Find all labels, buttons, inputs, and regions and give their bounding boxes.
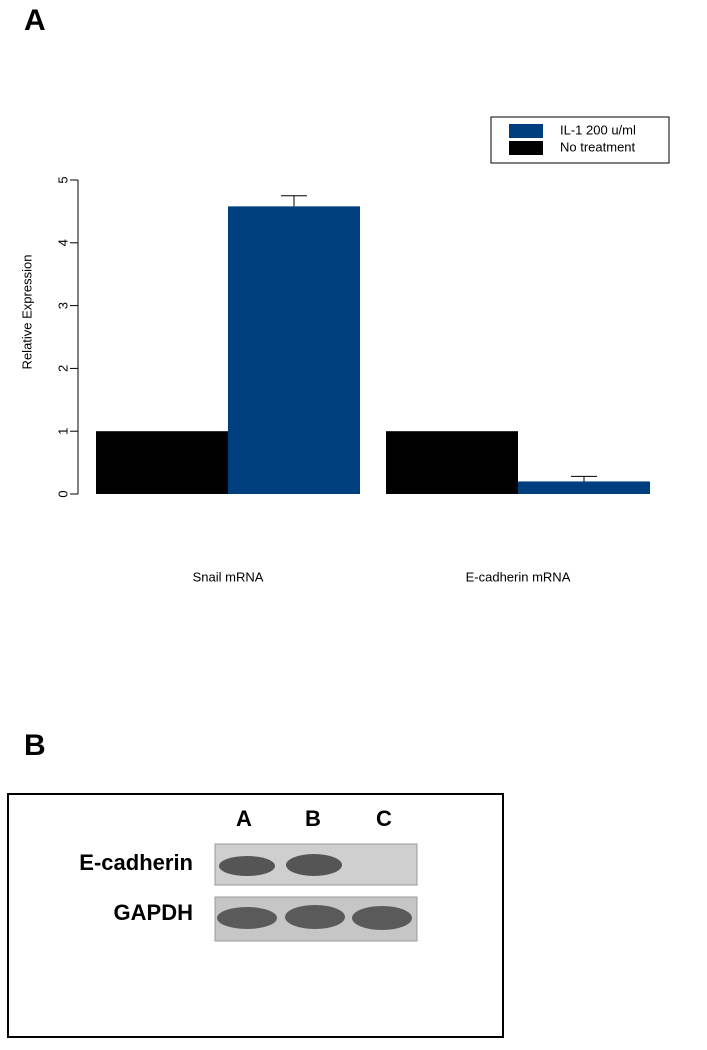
legend-label: No treatment bbox=[560, 139, 636, 154]
legend-label: IL-1 200 u/ml bbox=[560, 122, 636, 137]
panel-label: B bbox=[24, 729, 46, 762]
y-tick-label: 4 bbox=[55, 239, 70, 246]
blot-band bbox=[217, 907, 277, 929]
row-label: GAPDH bbox=[114, 900, 193, 925]
y-tick-label: 2 bbox=[55, 365, 70, 372]
lane-label: B bbox=[305, 806, 321, 831]
panel-label: A bbox=[24, 4, 46, 37]
y-tick-label: 1 bbox=[55, 428, 70, 435]
bar bbox=[386, 431, 518, 494]
x-tick-label: E-cadherin mRNA bbox=[466, 569, 571, 584]
y-tick-label: 0 bbox=[55, 490, 70, 497]
blot-band bbox=[286, 854, 342, 876]
bar bbox=[96, 431, 228, 494]
error-bar bbox=[281, 195, 307, 207]
blot-band bbox=[352, 906, 412, 930]
row-label: E-cadherin bbox=[79, 850, 193, 875]
lane-label: A bbox=[236, 806, 252, 831]
legend-swatch bbox=[509, 141, 543, 155]
legend-swatch bbox=[509, 124, 543, 138]
blot-frame bbox=[7, 793, 504, 1038]
legend-box bbox=[490, 116, 670, 164]
bar bbox=[228, 206, 360, 494]
y-tick-label: 5 bbox=[55, 176, 70, 183]
y-axis-label: Relative Expression bbox=[19, 255, 34, 370]
lane-label: C bbox=[376, 806, 392, 831]
blot-band bbox=[285, 905, 345, 929]
bar bbox=[518, 481, 650, 494]
y-tick-label: 3 bbox=[55, 302, 70, 309]
error-bar bbox=[571, 475, 597, 482]
x-tick-label: Snail mRNA bbox=[193, 569, 264, 584]
blot-band bbox=[219, 856, 275, 876]
